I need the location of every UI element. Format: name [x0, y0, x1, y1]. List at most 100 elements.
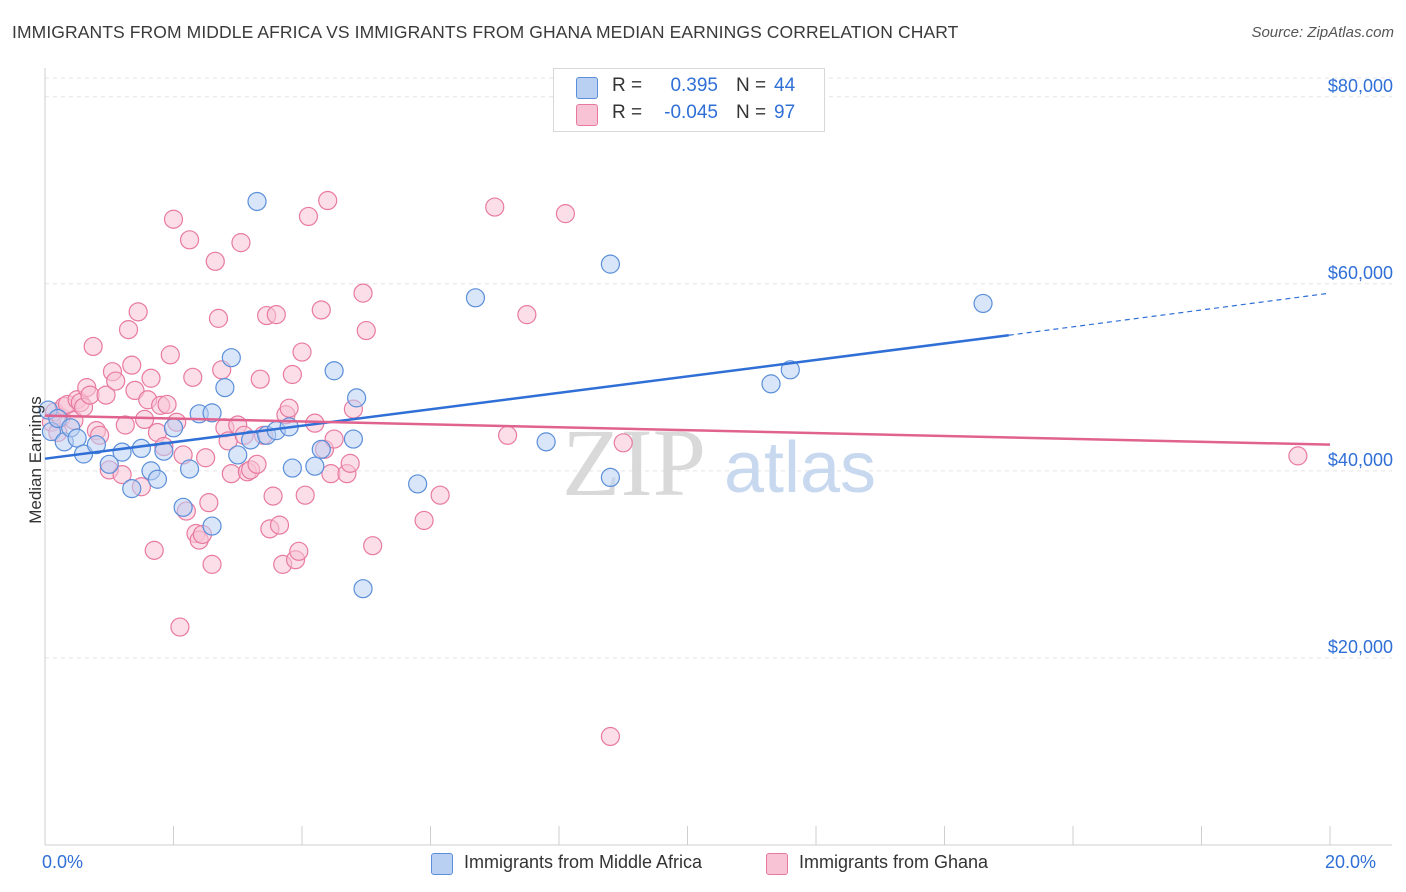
point-ghana — [160, 345, 180, 365]
point-ghana — [96, 385, 116, 405]
point-ghana — [134, 409, 155, 430]
chart-title: IMMIGRANTS FROM MIDDLE AFRICA VS IMMIGRA… — [12, 22, 959, 42]
point-ghana — [205, 251, 225, 271]
point-ghana — [125, 380, 145, 401]
point-middle-africa — [202, 516, 222, 536]
point-middle-africa — [311, 439, 331, 459]
legend-swatch-pink — [766, 853, 788, 875]
point-middle-africa — [202, 403, 222, 423]
point-middle-africa — [122, 479, 142, 499]
point-ghana — [141, 368, 161, 388]
point-ghana — [163, 209, 184, 229]
point-middle-africa — [173, 497, 193, 517]
x-tick-label-max: 20.0% — [1325, 852, 1377, 872]
point-middle-africa — [600, 254, 621, 274]
point-middle-africa — [305, 456, 325, 476]
point-ghana — [295, 485, 315, 505]
point-ghana — [321, 464, 341, 484]
point-middle-africa — [324, 361, 344, 381]
legend-r-label: R = — [612, 75, 643, 96]
point-middle-africa — [600, 467, 621, 488]
point-ghana — [199, 493, 219, 513]
point-middle-africa — [408, 474, 428, 494]
point-ghana — [179, 230, 200, 250]
trend-line-middle-africa — [44, 333, 1009, 460]
point-ghana — [363, 536, 383, 556]
legend-n-label: N = — [736, 102, 767, 123]
point-middle-africa — [179, 459, 200, 479]
trend-line-middle-africa-extension — [1008, 292, 1331, 336]
point-ghana — [1288, 446, 1308, 466]
point-middle-africa — [86, 435, 107, 455]
point-ghana — [106, 371, 126, 391]
point-ghana — [340, 453, 360, 473]
point-ghana — [157, 394, 177, 415]
point-ghana — [289, 541, 309, 561]
point-middle-africa — [112, 442, 132, 462]
trend-line-ghana — [44, 414, 1331, 446]
legend-row-ghana: R = -0.045 N = 97 — [554, 102, 824, 126]
y-tick-label: $60,000 — [1327, 262, 1393, 283]
point-ghana — [292, 342, 312, 362]
watermark-zip: ZIP — [562, 409, 706, 516]
point-ghana — [279, 398, 299, 418]
point-middle-africa — [228, 445, 248, 465]
legend-swatch-blue — [576, 77, 598, 99]
point-ghana — [112, 464, 132, 485]
y-tick-label: $80,000 — [1327, 75, 1393, 96]
point-ghana — [298, 206, 319, 227]
legend-n-value: 44 — [774, 75, 796, 96]
y-tick-label: $40,000 — [1327, 449, 1393, 470]
legend-n-label: N = — [736, 75, 767, 96]
legend-row-middle-africa: R = 0.395 N = 44 — [554, 75, 824, 99]
point-middle-africa — [221, 348, 241, 368]
point-middle-africa — [343, 429, 363, 449]
point-ghana — [324, 429, 344, 449]
legend-swatch-pink — [576, 104, 598, 126]
axes — [44, 68, 1392, 846]
point-middle-africa — [761, 374, 781, 394]
watermark-atlas: atlas — [724, 428, 876, 508]
point-ghana — [208, 308, 229, 328]
point-ghana — [318, 190, 338, 211]
point-ghana — [600, 726, 621, 747]
legend-r-value: -0.045 — [664, 102, 718, 123]
point-middle-africa — [780, 360, 800, 380]
legend-r-label: R = — [612, 102, 643, 123]
point-ghana — [263, 486, 283, 506]
point-ghana — [118, 320, 139, 340]
point-middle-africa — [536, 432, 556, 452]
y-tick-label: $20,000 — [1327, 636, 1393, 657]
trend-lines — [44, 292, 1331, 460]
point-middle-africa — [147, 469, 168, 489]
point-middle-africa — [48, 408, 68, 429]
legend-label: Immigrants from Middle Africa — [464, 852, 703, 872]
point-ghana — [498, 425, 518, 445]
correlation-legend: R = 0.395 N = 44 R = -0.045 N = 97 — [553, 68, 825, 132]
x-tick-label-min: 0.0% — [42, 852, 84, 872]
point-ghana — [250, 369, 270, 389]
series-middle-africa-points — [38, 191, 993, 599]
point-middle-africa — [163, 418, 184, 438]
y-axis-label: Median Earnings — [26, 396, 45, 524]
point-middle-africa — [353, 579, 373, 599]
point-ghana — [311, 300, 331, 320]
point-middle-africa — [347, 388, 367, 408]
point-ghana — [144, 540, 164, 560]
point-ghana — [247, 454, 267, 474]
point-ghana — [269, 515, 290, 535]
point-ghana — [183, 367, 203, 387]
legend-label: Immigrants from Ghana — [799, 852, 989, 872]
legend-swatch-blue — [431, 853, 453, 875]
point-ghana — [115, 415, 135, 435]
source-label: Source: ZipAtlas.com — [1251, 24, 1394, 41]
point-ghana — [356, 320, 376, 341]
legend-r-value: 0.395 — [670, 75, 718, 96]
point-ghana — [128, 302, 148, 322]
point-ghana — [231, 233, 251, 253]
point-middle-africa — [247, 191, 267, 212]
point-ghana — [83, 336, 103, 357]
point-ghana — [266, 305, 286, 325]
point-ghana — [221, 464, 241, 484]
